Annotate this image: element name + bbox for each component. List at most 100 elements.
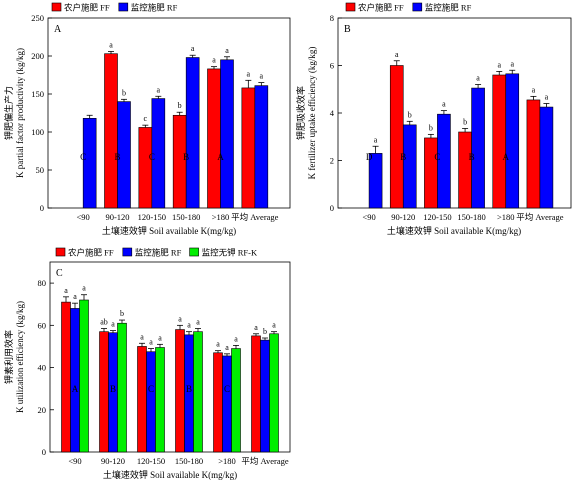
legend-swatch-b-1 — [412, 2, 423, 12]
group-letter-a-1: B — [114, 152, 120, 162]
bar-b-s0-c4 — [492, 74, 507, 209]
sig-letter-c-s1-c2: a — [149, 338, 153, 347]
plot-area-a: 0 50 100 150 200 250 <90 C 90-120 a b B 120-150 c a C 15… — [31, 13, 278, 222]
bar-b-s1-c4 — [505, 73, 520, 209]
sig-letter-a-s0-c2: c — [144, 114, 148, 123]
bar-c-s2-c2 — [155, 347, 165, 453]
sig-letter-b-s1-c4: a — [510, 59, 514, 68]
sig-letter-a-s1-c3: a — [191, 44, 195, 53]
group-letter-a-0: C — [80, 152, 86, 162]
ytick-label-b-4: 4 — [330, 108, 335, 118]
sig-letter-c-s1-c0: a — [73, 292, 77, 301]
bar-c-s1-c0 — [70, 308, 80, 453]
sig-letter-c-s1-c3: a — [187, 321, 191, 330]
sig-letter-b-s1-c2: a — [442, 100, 446, 109]
sig-letter-b-s0-c2: b — [429, 123, 433, 132]
group-letter-b-2: C — [434, 152, 440, 162]
xlabel-a: 土壤速效钾 Soil available K(mg/kg) — [102, 225, 236, 236]
bar-c-s0-c1 — [99, 331, 109, 453]
xtick-label-c-5: 平均 Average — [241, 456, 289, 466]
sig-letter-a-s1-c1: b — [122, 88, 126, 97]
ytick-label-b-2: 2 — [330, 156, 334, 166]
ytick-label-c-60: 60 — [38, 320, 47, 330]
sig-letter-a-s0-c1: a — [109, 40, 113, 49]
legend-label-a-1: 监控施肥 RF — [131, 3, 178, 13]
xtick-label-b-5: 平均 Average — [516, 212, 564, 222]
xlabel-b: 土壤速效钾 Soil available K(mg/kg) — [387, 225, 521, 236]
ytick-label-a-200: 200 — [31, 51, 44, 61]
legend-b: 农户施肥 FF 监控施肥 RF — [345, 2, 472, 13]
panel-label-c: C — [56, 268, 63, 279]
bar-c-s0-c5 — [251, 335, 261, 453]
bar-c-s0-c3 — [175, 329, 185, 453]
sig-letter-c-s0-c2: a — [140, 332, 144, 341]
sig-letter-a-s1-c5: a — [260, 72, 264, 81]
ytick-label-a-50: 50 — [36, 165, 45, 175]
ytick-label-a-250: 250 — [31, 13, 44, 23]
xtick-label-b-3: 150-180 — [457, 212, 485, 222]
xtick-label-c-4: >180 — [218, 456, 236, 466]
bar-c-s0-c2 — [137, 346, 147, 453]
bar-a-s1-c0 — [82, 118, 97, 209]
bar-c-s2-c5 — [269, 333, 279, 453]
ytick-label-b-6: 6 — [330, 61, 334, 71]
sig-letter-c-s0-c3: a — [178, 314, 182, 323]
sig-letter-c-s2-c2: a — [158, 333, 162, 342]
sig-letter-a-s1-c4: a — [225, 46, 229, 55]
bar-c-s0-c4 — [213, 352, 223, 453]
sig-letter-b-s1-c3: a — [476, 74, 480, 83]
bar-c-s1-c5 — [260, 339, 270, 453]
group-letter-c-1: B — [110, 384, 116, 394]
panel-c: 农户施肥 FF 监控施肥 RF 监控无钾 RF-K C 020406080<90aa… — [3, 247, 291, 480]
group-letter-a-4: A — [217, 152, 224, 162]
xtick-label-b-2: 120-150 — [423, 212, 451, 222]
xtick-label-a-3: 150-180 — [172, 212, 200, 222]
bar-a-s0-c5 — [241, 87, 256, 209]
sig-letter-c-s1-c5: b — [263, 327, 267, 336]
legend-label-b-0: 农户施肥 FF — [358, 3, 404, 13]
sig-letter-c-s0-c1: ab — [100, 318, 108, 327]
sig-letter-b-s0-c1: a — [395, 50, 399, 59]
ytick-label-b-0: 0 — [330, 203, 334, 213]
bar-b-s1-c3 — [471, 87, 485, 209]
xtick-label-c-0: <90 — [68, 456, 81, 466]
legend-label-c-2: 监控无钾 RF-K — [202, 248, 258, 258]
ylabel-cn-b: 钾肥吸收效率 — [295, 86, 306, 140]
xtick-label-a-2: 120-150 — [138, 212, 166, 222]
group-letter-c-4: C — [224, 384, 230, 394]
bar-a-s0-c4 — [207, 68, 221, 209]
xtick-label-b-0: <90 — [362, 212, 375, 222]
bar-b-s1-c1 — [402, 124, 417, 209]
xtick-label-a-1: 90-120 — [105, 212, 129, 222]
bar-c-s2-c1 — [117, 322, 127, 453]
sig-letter-b-s0-c3: b — [463, 117, 467, 126]
legend-label-b-1: 监控施肥 RF — [425, 3, 472, 13]
bar-b-s0-c5 — [526, 99, 541, 209]
legend-swatch-b-0 — [345, 2, 356, 12]
xtick-label-c-1: 90-120 — [101, 456, 125, 466]
sig-letter-a-s0-c3: b — [178, 101, 182, 110]
bar-a-s0-c2 — [138, 127, 153, 209]
bar-b-s0-c3 — [458, 131, 472, 209]
ytick-label-c-0: 0 — [42, 447, 46, 457]
panel-a: 农户施肥 FF 监控施肥 RF A 0 50 100 150 200 250 <90 C 90-1… — [3, 3, 291, 236]
group-letter-b-3: B — [469, 152, 475, 162]
ylabel-b: K fertilizer uptake efficiency (kg/kg) — [307, 47, 317, 180]
ylabel-cn-c: 钾素利用效率 — [3, 330, 14, 384]
bar-c-s1-c2 — [146, 351, 156, 453]
group-letter-a-2: C — [149, 152, 155, 162]
sig-letter-c-s2-c4: a — [234, 334, 238, 343]
ylabel-cn-a: 钾肥偏生产力 — [3, 86, 14, 140]
legend-swatch-c-1 — [122, 247, 133, 257]
ytick-label-c-40: 40 — [38, 363, 47, 373]
plot-frame-a — [47, 17, 291, 209]
sig-letter-b-s0-c4: a — [497, 60, 501, 69]
group-letter-b-4: A — [503, 152, 510, 162]
bar-c-s2-c4 — [231, 348, 241, 453]
bar-c-s2-c3 — [193, 331, 203, 453]
xlabel-c: 土壤速效钾 Soil available K(mg/kg) — [103, 469, 237, 480]
panel-b: 农户施肥 FF 监控施肥 RF B 02468<90aD90-120abB120-… — [295, 2, 572, 236]
ytick-label-a-0: 0 — [40, 203, 44, 213]
legend-swatch-c-0 — [55, 247, 66, 257]
